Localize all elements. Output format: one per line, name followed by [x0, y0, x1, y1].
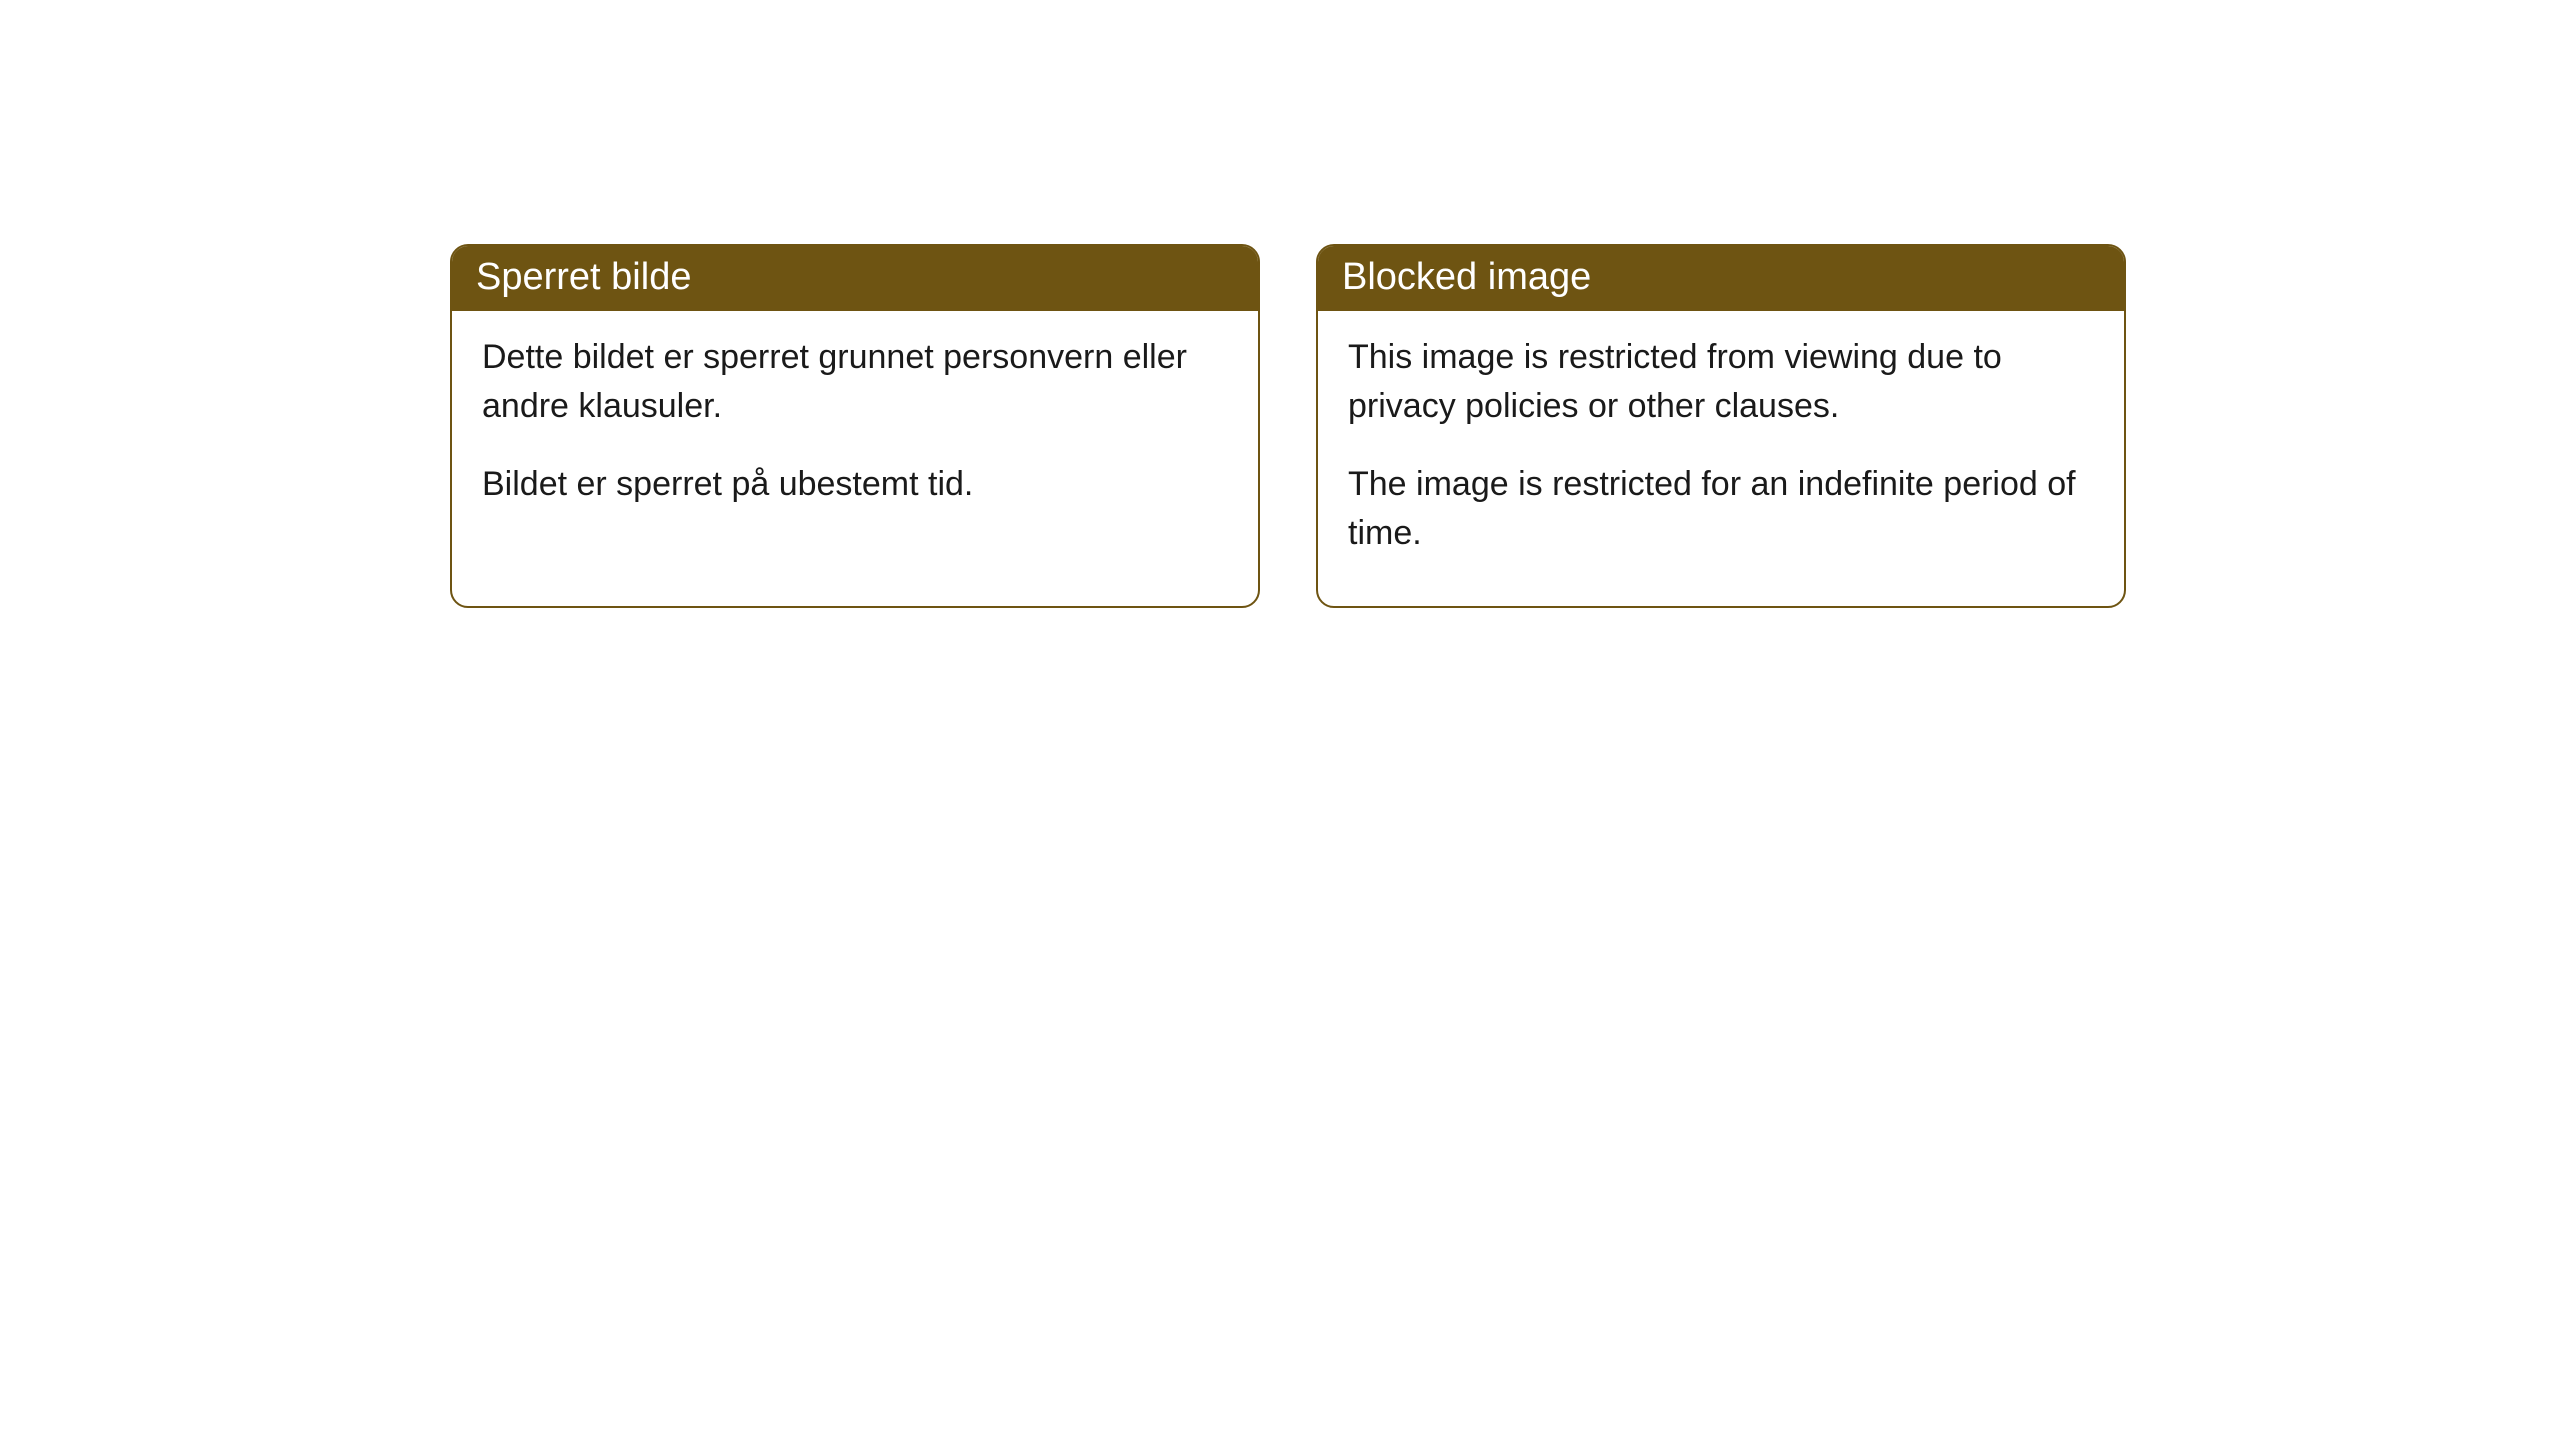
card-header-english: Blocked image	[1318, 246, 2124, 311]
notice-cards-container: Sperret bilde Dette bildet er sperret gr…	[450, 244, 2126, 608]
card-paragraph: Dette bildet er sperret grunnet personve…	[482, 333, 1228, 432]
card-title-english: Blocked image	[1342, 256, 1591, 298]
notice-card-english: Blocked image This image is restricted f…	[1316, 244, 2126, 608]
notice-card-norwegian: Sperret bilde Dette bildet er sperret gr…	[450, 244, 1260, 608]
card-body-english: This image is restricted from viewing du…	[1318, 311, 2124, 606]
card-header-norwegian: Sperret bilde	[452, 246, 1258, 311]
card-title-norwegian: Sperret bilde	[476, 256, 691, 298]
card-body-norwegian: Dette bildet er sperret grunnet personve…	[452, 311, 1258, 557]
card-paragraph: The image is restricted for an indefinit…	[1348, 460, 2094, 559]
card-paragraph: This image is restricted from viewing du…	[1348, 333, 2094, 432]
card-paragraph: Bildet er sperret på ubestemt tid.	[482, 460, 1228, 509]
